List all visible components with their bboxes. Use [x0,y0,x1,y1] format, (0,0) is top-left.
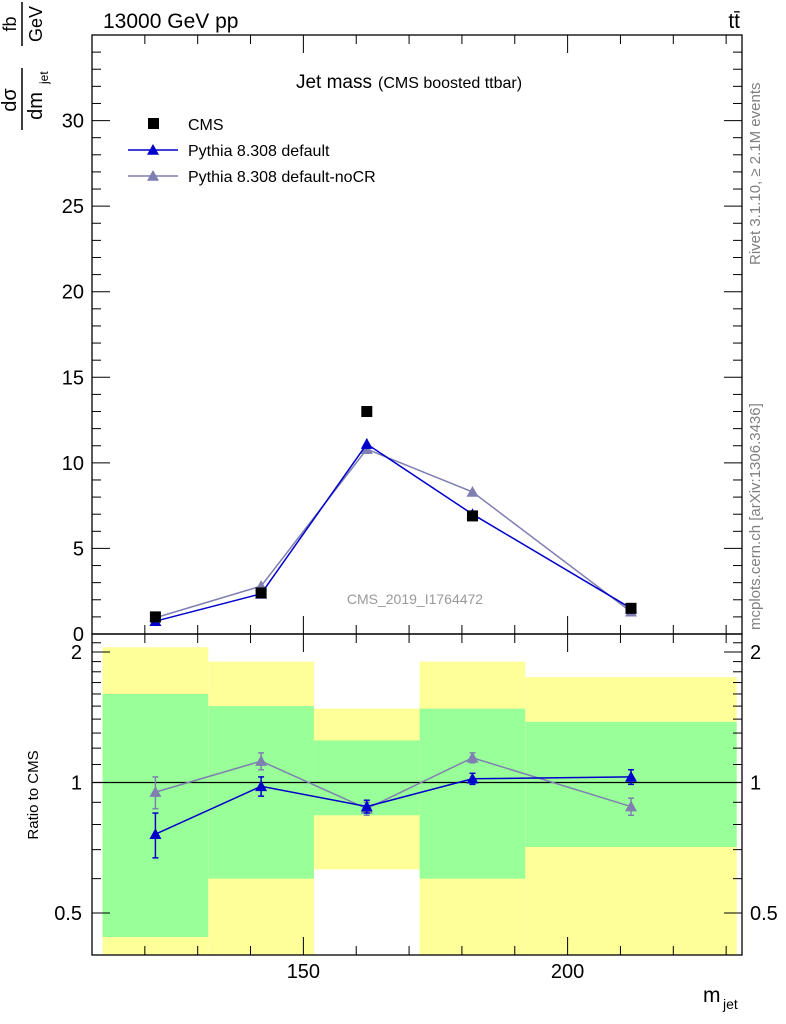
main-series [149,406,638,626]
ylabel-dsigma: dσ [0,88,21,112]
main-point-cms-1 [255,587,267,599]
ratio-point-pythia-8-308-default-0 [149,828,162,839]
ratio-tick-label-right-2: 2 [750,642,761,664]
ratio-point-pythia-8-308-default-4 [625,770,638,782]
main-point-cms-2 [361,406,373,418]
y-tick-label-1: 5 [73,538,84,560]
ratio-point-pythia-8-308-default-nocr-3 [466,751,479,763]
ylabel-fb: fb [0,16,20,31]
ratio-series [149,751,638,859]
ratio-point-pythia-8-308-default-3 [466,772,479,784]
main-point-cms-3 [466,510,478,522]
x-axis-label: m jet [703,984,738,1012]
main-point-cms-0 [149,611,161,623]
y-tick-label-5: 25 [62,196,84,218]
ratio-point-pythia-8-308-default-nocr-4 [625,800,638,812]
chart-title: Jet mass [296,72,372,93]
ratio-point-pythia-8-308-default-nocr-1 [255,755,268,766]
x-tick-label-0: 150 [287,961,320,983]
y-tick-label-0: 0 [73,624,84,646]
legend: CMS Pythia 8.308 default Pythia 8.308 defa… [128,117,376,186]
ylabel-dm-sub: jet [37,71,51,85]
x-tick-label-1: 200 [551,961,584,983]
process-label: tt̄ [728,10,740,33]
legend-label-pythia-8-308-default: Pythia 8.308 default [188,143,330,160]
ratio-tick-label-left-1: 1 [71,772,82,794]
ratio-y-axis-label: Ratio to CMS [25,750,42,839]
main-point-pythia-8-308-default-nocr-3 [466,485,479,497]
ylabel-fraction: dσ dm jet fb GeV [0,2,51,130]
mcplots-label: mcplots.cern.ch [arXiv:1306.3436] [747,403,764,630]
y-tick-label-2: 10 [62,453,84,475]
chart-subtitle: (CMS boosted ttbar) [378,75,522,92]
axis-frames [91,34,743,956]
axis-ticks [91,35,742,956]
ratio-point-pythia-8-308-default-nocr-0 [149,786,162,797]
ratio-bands [102,647,737,955]
ratio-tick-label-left-2: 2 [71,642,82,664]
ratio-point-pythia-8-308-default-2 [360,800,373,812]
xlabel-main: m [703,984,721,1007]
legend-marker-pythia-8-308-default-nocr [147,170,159,181]
ratio-frame [91,633,743,956]
ylabel-dm: dm [25,92,47,120]
legend-label-cms: CMS [188,117,224,134]
ratio-point-pythia-8-308-default-1 [255,780,268,792]
legend-label-pythia-8-308-default-nocr: Pythia 8.308 default-noCR [188,169,376,186]
y-tick-label-4: 20 [62,282,84,304]
main-point-cms-4 [625,602,637,614]
legend-marker-pythia-8-308-default [147,144,159,155]
y-tick-label-3: 15 [62,367,84,389]
ratio-tick-label-right-0: 0.5 [750,903,778,925]
analysis-watermark: CMS_2019_I1764472 [347,591,483,607]
xlabel-subscript: jet [722,996,738,1012]
ratio-band-inner-3 [419,708,526,879]
ylabel-gev: GeV [26,6,46,42]
y-tick-label-6: 30 [62,111,84,133]
ratio-tick-label-right-1: 1 [750,772,761,794]
collision-energy-label: 13000 GeV pp [103,10,238,33]
ratio-tick-label-left-0: 0.5 [54,903,82,925]
rivet-version-label: Rivet 3.1.10, ≥ 2.1M events [747,83,764,266]
legend-marker-cms [148,118,159,129]
tick-labels: 0 5 10 15 20 25 30 150 200 0.5 0.5 1 1 2 2 [54,111,778,983]
main-point-pythia-8-308-default-2 [360,438,373,449]
